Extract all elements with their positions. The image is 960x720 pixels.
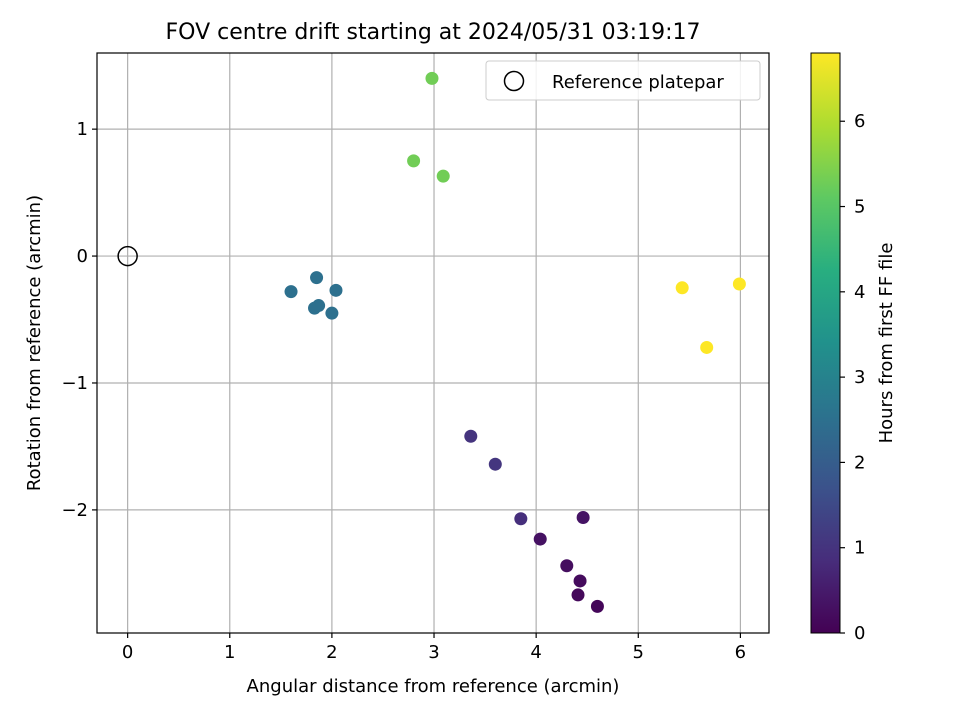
x-tick-label: 1: [224, 642, 235, 663]
data-point: [425, 71, 439, 85]
data-points: [284, 71, 746, 613]
data-point: [464, 429, 478, 443]
colorbar-tick-label: 4: [854, 282, 865, 303]
x-axis-ticks: 0 1 2 3 4 5 6: [122, 633, 746, 663]
data-point: [732, 277, 746, 291]
data-point: [576, 511, 590, 525]
legend-reference-marker: [503, 70, 525, 92]
data-point: [560, 559, 574, 573]
data-point: [514, 512, 528, 526]
data-point: [310, 271, 324, 285]
colorbar-tick-label: 0: [854, 623, 865, 644]
y-axis-ticks: −2 −1 0 1: [61, 119, 97, 521]
x-tick-label: 3: [428, 642, 439, 663]
grid-lines: [97, 53, 769, 633]
legend: Reference platepar: [485, 60, 761, 101]
x-axis-label: Angular distance from reference (arcmin): [247, 676, 620, 697]
x-tick-label: 2: [326, 642, 337, 663]
y-tick-label: 1: [77, 119, 88, 140]
legend-label-reference: Reference platepar: [552, 72, 724, 93]
y-tick-label: −1: [61, 373, 88, 394]
legend-box: [485, 60, 761, 101]
colorbar: [810, 52, 841, 634]
plot-frame: [96, 52, 770, 634]
data-point: [573, 574, 587, 588]
y-tick-label: −2: [61, 500, 88, 521]
colorbar-tick-label: 2: [854, 452, 865, 473]
data-point: [329, 283, 343, 297]
y-axis-label: Rotation from reference (arcmin): [24, 195, 45, 491]
data-point: [571, 588, 585, 602]
reference-marker: [117, 245, 138, 267]
data-point: [590, 599, 604, 613]
x-tick-label: 0: [122, 642, 133, 663]
colorbar-tick-label: 1: [854, 538, 865, 559]
data-point: [284, 285, 298, 299]
data-point: [325, 306, 339, 320]
colorbar-ticks: 0 1 2 3 4 5 6: [840, 111, 865, 644]
reference-platepar-marker: [117, 245, 138, 267]
data-point: [700, 340, 714, 354]
x-tick-label: 6: [735, 642, 746, 663]
colorbar-tick-label: 3: [854, 367, 865, 388]
data-point: [312, 299, 326, 313]
data-point: [533, 532, 547, 546]
data-point: [436, 169, 450, 183]
colorbar-label: Hours from first FF file: [876, 243, 897, 444]
data-point: [407, 154, 421, 168]
colorbar-tick-label: 6: [854, 111, 865, 132]
chart-title: FOV centre drift starting at 2024/05/31 …: [166, 20, 701, 45]
y-tick-label: 0: [77, 246, 88, 267]
x-tick-label: 5: [633, 642, 644, 663]
x-tick-label: 4: [530, 642, 541, 663]
colorbar-tick-label: 5: [854, 197, 865, 218]
data-point: [675, 281, 689, 295]
data-point: [488, 457, 502, 471]
